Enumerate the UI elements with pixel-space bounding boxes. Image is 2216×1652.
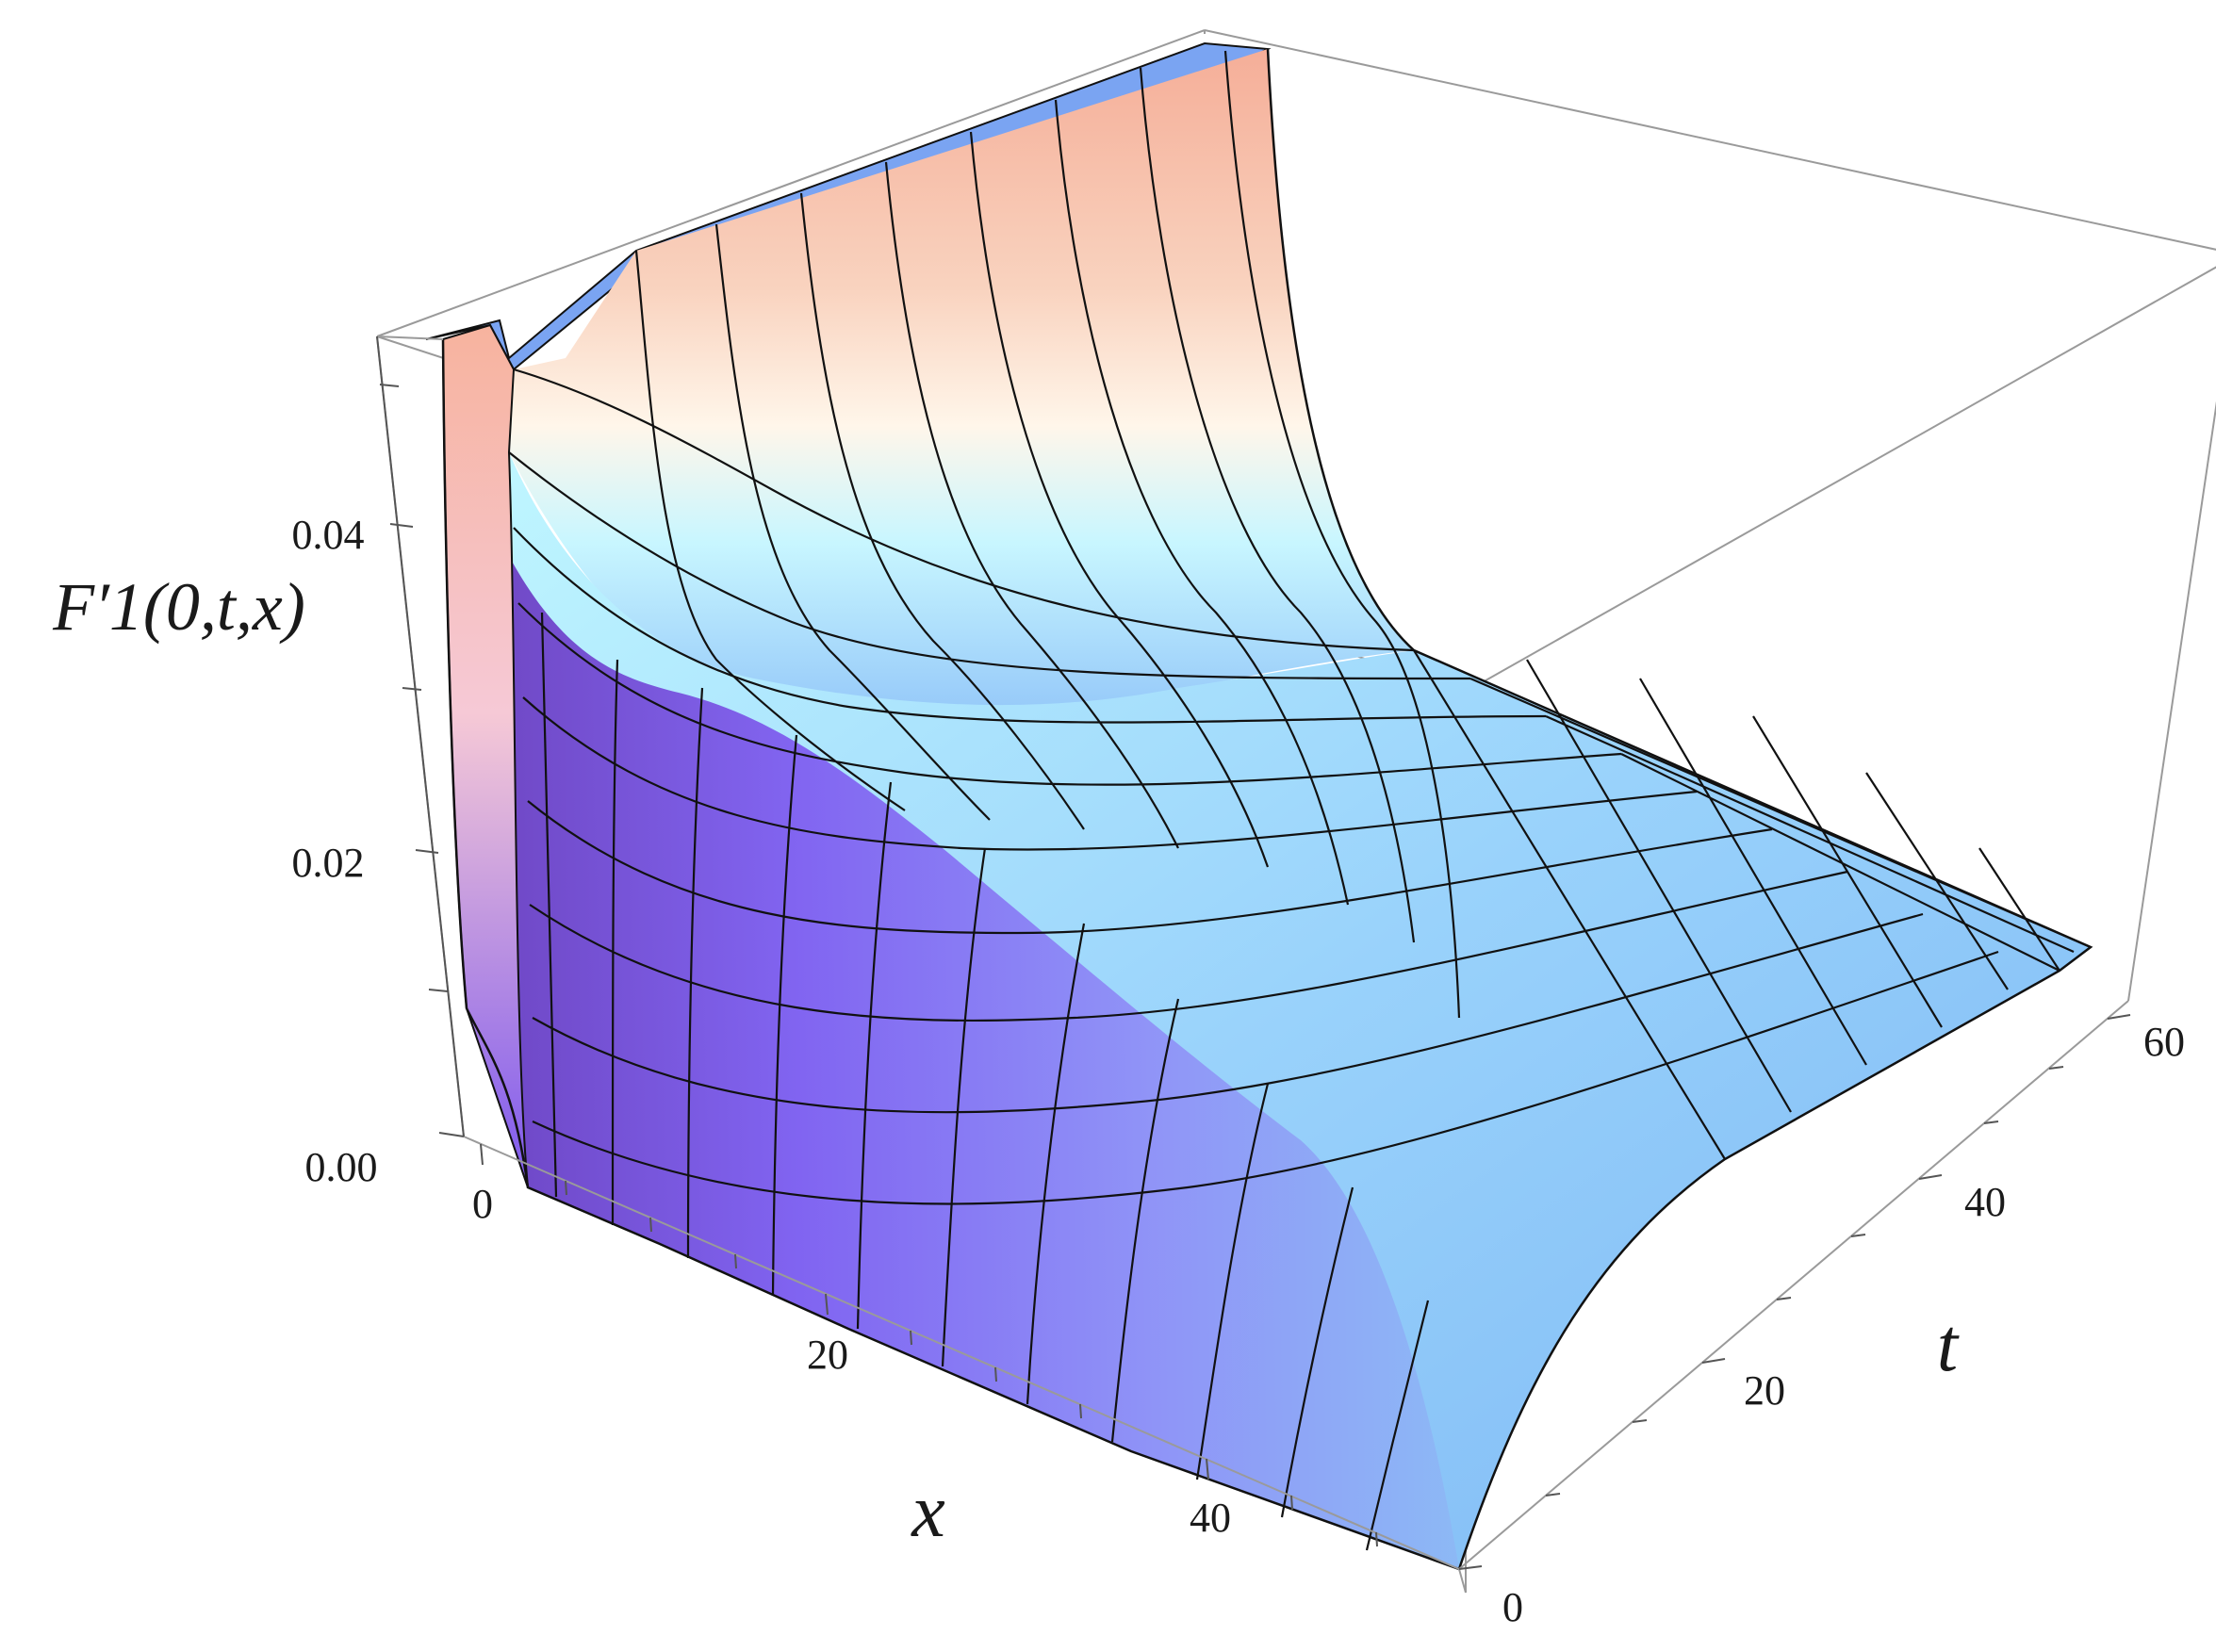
surface-upper-wall bbox=[443, 49, 1414, 736]
x-axis-label: x bbox=[911, 1470, 945, 1553]
z-tick-1: 0.02 bbox=[292, 840, 365, 886]
z-tick-0: 0.00 bbox=[305, 1144, 378, 1190]
x-tick-2: 40 bbox=[1190, 1495, 1231, 1541]
x-axis: 0 20 40 x bbox=[472, 1143, 1378, 1553]
t-tick-1: 20 bbox=[1744, 1367, 1785, 1414]
z-tick-2: 0.04 bbox=[292, 512, 365, 558]
t-axis: 0 20 40 60 t bbox=[1458, 1014, 2185, 1630]
box-front bbox=[376, 335, 2129, 1594]
t-tick-2: 40 bbox=[1964, 1179, 2006, 1225]
t-tick-0: 0 bbox=[1502, 1584, 1523, 1630]
surface bbox=[425, 41, 2093, 1571]
z-axis: 0.00 0.02 0.04 F′1(0,t,x) bbox=[52, 335, 465, 1190]
surface-mesh bbox=[508, 50, 2092, 1551]
x-tick-1: 20 bbox=[807, 1332, 848, 1378]
t-axis-label: t bbox=[1937, 1304, 1960, 1387]
t-tick-3: 60 bbox=[2143, 1019, 2185, 1065]
surface-outline bbox=[441, 48, 2093, 1571]
surface-front-face bbox=[443, 339, 1459, 1569]
x-tick-0: 0 bbox=[472, 1181, 493, 1227]
z-axis-label: F′1(0,t,x) bbox=[52, 569, 305, 645]
